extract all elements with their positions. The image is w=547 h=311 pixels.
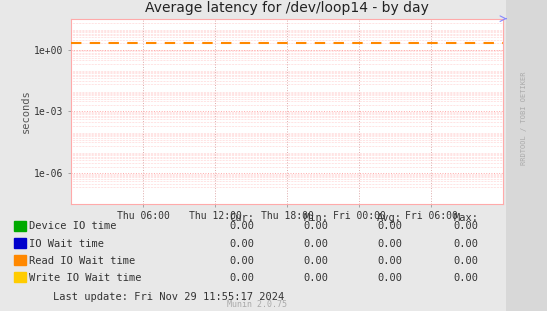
Text: 0.00: 0.00 bbox=[229, 221, 254, 231]
Text: 0.00: 0.00 bbox=[377, 256, 402, 266]
Text: 0.00: 0.00 bbox=[377, 239, 402, 248]
Y-axis label: seconds: seconds bbox=[21, 89, 31, 133]
Text: Avg:: Avg: bbox=[377, 213, 402, 223]
Text: 0.00: 0.00 bbox=[303, 221, 328, 231]
Title: Average latency for /dev/loop14 - by day: Average latency for /dev/loop14 - by day bbox=[146, 1, 429, 15]
Text: RRDTOOL / TOBI OETIKER: RRDTOOL / TOBI OETIKER bbox=[521, 72, 527, 165]
Text: 0.00: 0.00 bbox=[453, 256, 479, 266]
Text: 0.00: 0.00 bbox=[453, 221, 479, 231]
Text: 0.00: 0.00 bbox=[303, 273, 328, 283]
Text: Min:: Min: bbox=[303, 213, 328, 223]
Text: Cur:: Cur: bbox=[229, 213, 254, 223]
Text: Device IO time: Device IO time bbox=[29, 221, 117, 231]
Text: 0.00: 0.00 bbox=[229, 273, 254, 283]
Text: Last update: Fri Nov 29 11:55:17 2024: Last update: Fri Nov 29 11:55:17 2024 bbox=[53, 292, 284, 302]
Text: Read IO Wait time: Read IO Wait time bbox=[29, 256, 135, 266]
Text: 0.00: 0.00 bbox=[303, 256, 328, 266]
Text: 0.00: 0.00 bbox=[229, 256, 254, 266]
Text: 0.00: 0.00 bbox=[377, 273, 402, 283]
Text: 0.00: 0.00 bbox=[229, 239, 254, 248]
Text: Max:: Max: bbox=[453, 213, 479, 223]
Text: 0.00: 0.00 bbox=[377, 221, 402, 231]
Text: Munin 2.0.75: Munin 2.0.75 bbox=[227, 300, 287, 309]
Text: 0.00: 0.00 bbox=[453, 273, 479, 283]
Text: 0.00: 0.00 bbox=[453, 239, 479, 248]
Text: 0.00: 0.00 bbox=[303, 239, 328, 248]
Text: IO Wait time: IO Wait time bbox=[29, 239, 104, 248]
Text: Write IO Wait time: Write IO Wait time bbox=[29, 273, 142, 283]
